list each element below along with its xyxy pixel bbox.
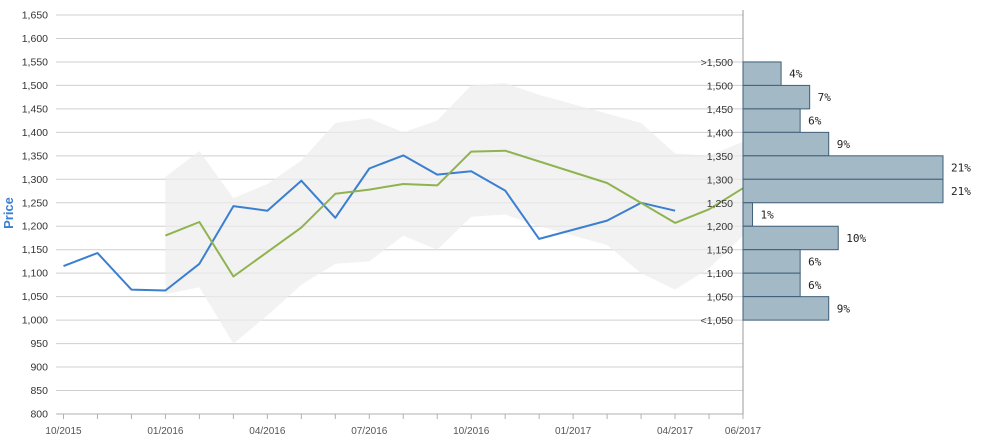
histogram-pct-label: 6%	[808, 115, 822, 128]
x-tick-label: 01/2016	[147, 426, 184, 437]
x-tick-label: 04/2017	[657, 426, 694, 437]
histogram-bar	[742, 202, 754, 227]
histogram-bin-label: 1,250	[707, 198, 733, 210]
histogram-pct-label: 7%	[818, 91, 832, 104]
histogram-bar	[742, 296, 830, 321]
histogram-bar	[742, 178, 944, 204]
y-tick-label: 1,150	[22, 244, 48, 256]
histogram-bin-label: 1,050	[707, 292, 733, 304]
histogram-bin-label: 1,500	[707, 80, 733, 92]
y-tick-label: 1,500	[22, 80, 48, 92]
x-tick-label: 04/2016	[249, 426, 286, 437]
histogram-pct-label: 4%	[789, 68, 803, 81]
y-tick-label: 1,250	[22, 197, 48, 209]
series-line-2	[165, 149, 778, 278]
y-tick-label: 1,200	[22, 221, 48, 233]
histogram-bin-label: 1,400	[707, 127, 733, 139]
histogram-bin-label: 1,150	[707, 245, 733, 257]
histogram-bar	[742, 84, 811, 110]
histogram-pct-label: 10%	[846, 232, 866, 245]
y-tick-label: 950	[30, 338, 48, 350]
histogram-bar	[742, 225, 839, 251]
histogram-bin-label: 1,450	[707, 104, 733, 116]
y-tick-label: 800	[30, 409, 48, 421]
y-tick-label: 1,000	[22, 315, 48, 327]
series-lines	[63, 149, 778, 292]
histogram-pct-label: 21%	[951, 162, 971, 175]
y-axis: 800 850 900 950 1,000 1,050 1,100 1,150 1,200 1,2…	[22, 10, 48, 421]
y-tick-label: 1,450	[22, 103, 48, 115]
y-tick-label: 1,300	[22, 174, 48, 186]
y-tick-label: 900	[30, 362, 48, 374]
y-tick-label: 1,350	[22, 150, 48, 162]
histogram-pct-label: 6%	[808, 279, 822, 292]
histogram-bar	[742, 61, 782, 86]
y-tick-label: 1,400	[22, 127, 48, 139]
x-tick-label: 10/2015	[45, 426, 82, 437]
histogram-pct-label: 21%	[951, 185, 971, 198]
histogram-bin-label: 1,300	[707, 174, 733, 186]
histogram-bin-label: <1,050	[701, 315, 734, 327]
histogram-pct-label: 9%	[837, 302, 851, 315]
range-band	[165, 83, 743, 344]
x-tick-label: 06/2017	[725, 426, 762, 437]
histogram-bin-label: 1,200	[707, 221, 733, 233]
x-tick-label: 07/2016	[351, 426, 388, 437]
histogram-bar	[742, 272, 801, 298]
histogram-bar	[742, 108, 801, 133]
x-tick-label: 01/2017	[555, 426, 592, 437]
y-axis-label: Price	[1, 197, 16, 229]
x-axis: 10/2015 01/2016 04/2016 07/2016 10/2016 01/20…	[45, 414, 762, 437]
histogram-bin-label: 1,100	[707, 268, 733, 280]
distribution-histogram: >1,500 4% 1,500 7% 1,450 6% 1,400 9% 1,350 21% 1,3…	[701, 57, 972, 327]
x-tick-label: 10/2016	[453, 426, 490, 437]
y-tick-label: 850	[30, 385, 48, 397]
y-tick-label: 1,100	[22, 268, 48, 280]
histogram-bar	[742, 131, 830, 157]
histogram-pct-label: 1%	[761, 209, 775, 222]
series-line-1	[63, 154, 676, 292]
y-tick-label: 1,600	[22, 33, 48, 45]
histogram-pct-label: 6%	[808, 255, 822, 268]
histogram-bar	[742, 249, 801, 274]
y-tick-label: 1,650	[22, 10, 48, 22]
y-tick-label: 1,550	[22, 56, 48, 68]
histogram-bin-label: 1,350	[707, 151, 733, 163]
histogram-bar	[742, 155, 944, 180]
histogram-bin-label: >1,500	[701, 57, 734, 69]
range-band-area	[165, 83, 743, 344]
histogram-pct-label: 9%	[837, 138, 851, 151]
y-tick-label: 1,050	[22, 291, 48, 303]
